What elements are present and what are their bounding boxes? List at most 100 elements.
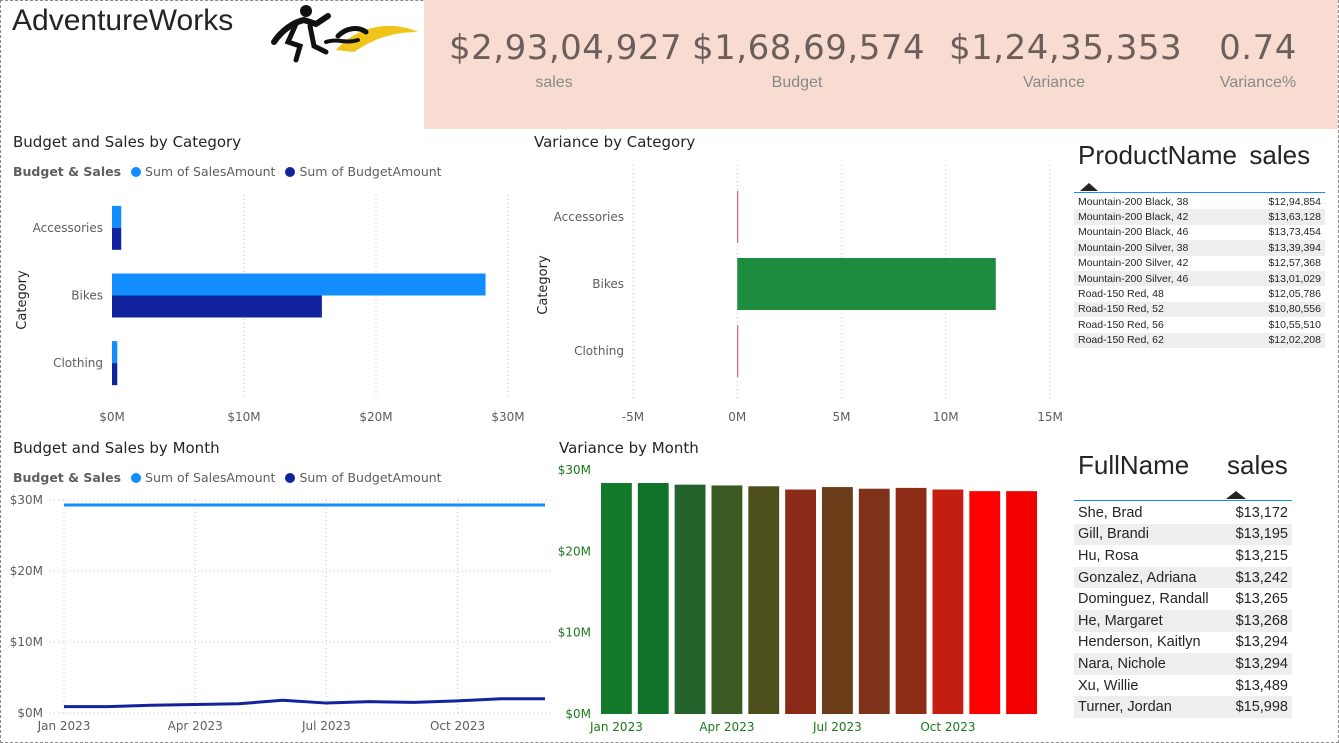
- y-tick-label: $20M: [10, 564, 43, 578]
- bar-month-variance[interactable]: [601, 483, 632, 714]
- legend-month[interactable]: Budget & Sales Sum of SalesAmount Sum of…: [13, 470, 442, 485]
- person-sales-cell: $15,998: [1235, 699, 1288, 716]
- bar-variance[interactable]: [737, 258, 996, 310]
- bar-month-variance[interactable]: [895, 487, 927, 714]
- legend-sales-label-month[interactable]: Sum of SalesAmount: [145, 470, 276, 485]
- product-name-cell: Mountain-200 Silver, 42: [1078, 257, 1189, 270]
- table-row[interactable]: Xu, Willie $13,489: [1074, 675, 1292, 697]
- table-row[interactable]: Road-150 Red, 56 $10,55,510: [1074, 317, 1325, 332]
- kpi-budget-label: Budget: [771, 74, 823, 91]
- sort-asc-icon[interactable]: [1080, 177, 1098, 196]
- product-name-cell: Mountain-200 Black, 46: [1078, 226, 1189, 239]
- product-sales-cell: $12,05,786: [1268, 288, 1321, 301]
- person-name-cell: Dominguez, Randall: [1078, 591, 1209, 608]
- y-tick-label: $20M: [558, 544, 591, 558]
- chart-title-variance-month: Variance by Month: [559, 439, 699, 457]
- table-row[interactable]: Nara, Nichole $13,294: [1074, 653, 1292, 675]
- product-sales-cell: $12,57,368: [1268, 257, 1321, 270]
- y-axis-title: Category: [536, 255, 551, 315]
- category-label: Clothing: [53, 356, 103, 370]
- table-row[interactable]: Road-150 Red, 52 $10,80,556: [1074, 301, 1325, 318]
- person-sales-col-header[interactable]: sales: [1227, 450, 1288, 480]
- person-name-cell: She, Brad: [1078, 504, 1143, 521]
- person-sales-cell: $13,215: [1235, 547, 1288, 564]
- bar-month-variance[interactable]: [1006, 491, 1037, 714]
- line-budget[interactable]: [64, 697, 545, 709]
- table-row[interactable]: Mountain-200 Silver, 46 $13,01,029: [1074, 271, 1325, 287]
- person-name-cell: He, Margaret: [1078, 612, 1163, 629]
- product-table-header: ProductName sales: [1078, 140, 1310, 171]
- table-row[interactable]: Mountain-200 Silver, 42 $12,57,368: [1074, 256, 1325, 271]
- table-row[interactable]: Turner, Jordan $15,998: [1074, 696, 1292, 718]
- bar-variance[interactable]: [737, 325, 739, 377]
- table-row[interactable]: Mountain-200 Black, 46 $13,73,454: [1074, 225, 1325, 240]
- table-row[interactable]: Mountain-200 Black, 38 $12,94,854: [1074, 194, 1325, 209]
- bar-sales[interactable]: [112, 205, 122, 228]
- bar-sales[interactable]: [112, 341, 118, 364]
- bar-month-variance[interactable]: [822, 487, 853, 714]
- table-row[interactable]: Gonzalez, Adriana $13,242: [1074, 566, 1292, 589]
- legend-category[interactable]: Budget & Sales Sum of SalesAmount Sum of…: [13, 164, 442, 179]
- table-row[interactable]: She, Brad $13,172: [1074, 502, 1292, 524]
- kpi-sales: $2,93,04,927 sales: [449, 28, 682, 92]
- bar-budget[interactable]: [112, 295, 322, 318]
- kpi-variance-pct-label: Variance%: [1219, 74, 1297, 91]
- y-axis-title: Category: [15, 270, 30, 330]
- product-name-cell: Mountain-200 Black, 42: [1078, 211, 1189, 224]
- table-row[interactable]: He, Margaret $13,268: [1074, 610, 1292, 632]
- product-sales-col-header[interactable]: sales: [1249, 140, 1311, 170]
- legend-budget-dot-month: [285, 472, 296, 483]
- bar-month-variance[interactable]: [748, 486, 780, 714]
- table-row[interactable]: Road-150 Red, 48 $12,05,786: [1074, 286, 1325, 301]
- bar-budget[interactable]: [112, 227, 122, 250]
- person-sales-cell: $13,294: [1235, 634, 1288, 651]
- product-col-header[interactable]: ProductName: [1078, 140, 1237, 170]
- chart-title-budget-sales-month: Budget and Sales by Month: [13, 439, 220, 457]
- x-tick-label: $20M: [359, 410, 392, 424]
- bar-budget[interactable]: [112, 363, 118, 386]
- legend-budget-label[interactable]: Sum of BudgetAmount: [299, 164, 442, 179]
- bar-sales[interactable]: [112, 273, 486, 296]
- person-sales-cell: $13,172: [1235, 504, 1288, 521]
- kpi-variance-value: $1,24,35,353: [949, 28, 1183, 68]
- person-col-header[interactable]: FullName: [1078, 450, 1190, 480]
- table-row[interactable]: Dominguez, Randall $13,265: [1074, 588, 1292, 610]
- legend-budget-label-month[interactable]: Sum of BudgetAmount: [299, 470, 442, 485]
- sort-asc-icon-2[interactable]: [1226, 485, 1246, 504]
- product-sales-cell: $13,39,394: [1268, 241, 1321, 254]
- product-name-cell: Road-150 Red, 52: [1078, 303, 1164, 316]
- product-sales-cell: $13,01,029: [1268, 272, 1321, 285]
- table-row[interactable]: Hu, Rosa $13,215: [1074, 545, 1292, 567]
- y-tick-label: $30M: [10, 493, 43, 507]
- category-label: Accessories: [554, 210, 624, 224]
- bar-month-variance[interactable]: [637, 483, 669, 714]
- x-tick-label: $0M: [99, 410, 125, 424]
- x-tick-label: 0M: [728, 410, 746, 424]
- table-row[interactable]: Mountain-200 Silver, 38 $13,39,394: [1074, 240, 1325, 256]
- kpi-sales-label: sales: [535, 74, 573, 91]
- table-row[interactable]: Gill, Brandi $13,195: [1074, 523, 1292, 546]
- category-label: Bikes: [592, 277, 624, 291]
- table-row[interactable]: Road-150 Red, 62 $12,02,208: [1074, 332, 1325, 348]
- table-row[interactable]: Mountain-200 Black, 42 $13,63,128: [1074, 209, 1325, 225]
- bar-month-variance[interactable]: [858, 488, 890, 714]
- legend-sales-label[interactable]: Sum of SalesAmount: [145, 164, 276, 179]
- bar-month-variance[interactable]: [932, 489, 964, 714]
- legend-title-month: Budget & Sales: [13, 470, 122, 485]
- y-tick-label: $0M: [565, 707, 591, 721]
- bar-month-variance[interactable]: [711, 485, 743, 714]
- person-name-cell: Nara, Nichole: [1078, 655, 1166, 672]
- bar-month-variance[interactable]: [969, 491, 1001, 714]
- table-row[interactable]: Henderson, Kaitlyn $13,294: [1074, 632, 1292, 654]
- bar-month-variance[interactable]: [674, 484, 706, 714]
- x-tick-label: Oct 2023: [920, 720, 975, 734]
- bar-month-variance[interactable]: [785, 489, 816, 714]
- y-tick-label: $10M: [10, 635, 43, 649]
- person-table-divider: [1074, 500, 1292, 501]
- product-sales-cell: $13,73,454: [1268, 226, 1321, 239]
- bar-variance[interactable]: [737, 191, 739, 243]
